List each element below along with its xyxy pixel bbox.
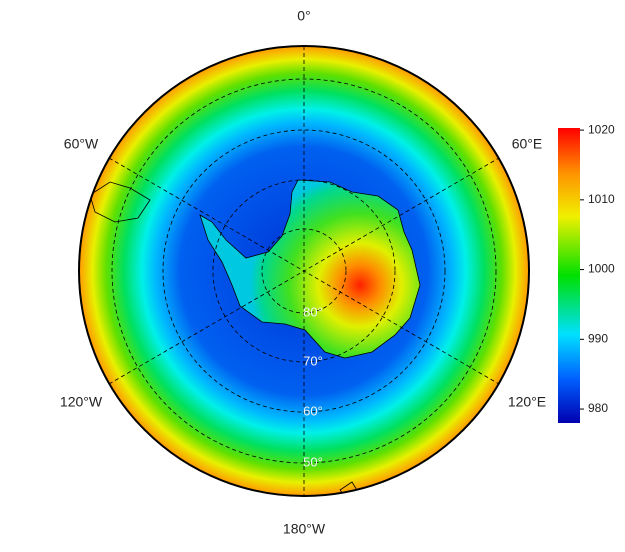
- latitude-label: 60°: [303, 403, 323, 418]
- colorbar-tick-label: 1000: [588, 262, 615, 276]
- longitude-label: 60°E: [512, 136, 543, 152]
- colorbar-tick-label: 990: [588, 331, 608, 345]
- antarctica: [199, 179, 421, 359]
- colorbar: [558, 128, 580, 423]
- longitude-label: 0°: [297, 8, 310, 24]
- longitude-label: 120°E: [508, 394, 546, 410]
- latitude-label: 50°: [303, 454, 323, 469]
- meridian: [108, 157, 500, 385]
- colorbar-tick-label: 980: [588, 401, 608, 415]
- colorbar-tick-label: 1020: [588, 122, 615, 136]
- latitude-label: 70°: [303, 353, 323, 368]
- longitude-label: 120°W: [60, 394, 103, 410]
- colorbar-tick-label: 1010: [588, 192, 615, 206]
- graticule: [108, 46, 500, 496]
- coastline: [89, 181, 151, 223]
- longitude-label: 180°W: [283, 521, 326, 537]
- longitude-label: 60°W: [64, 136, 99, 152]
- map-border: [78, 45, 530, 497]
- latitude-circle: [162, 129, 446, 413]
- latitude-label: 80°: [303, 304, 323, 319]
